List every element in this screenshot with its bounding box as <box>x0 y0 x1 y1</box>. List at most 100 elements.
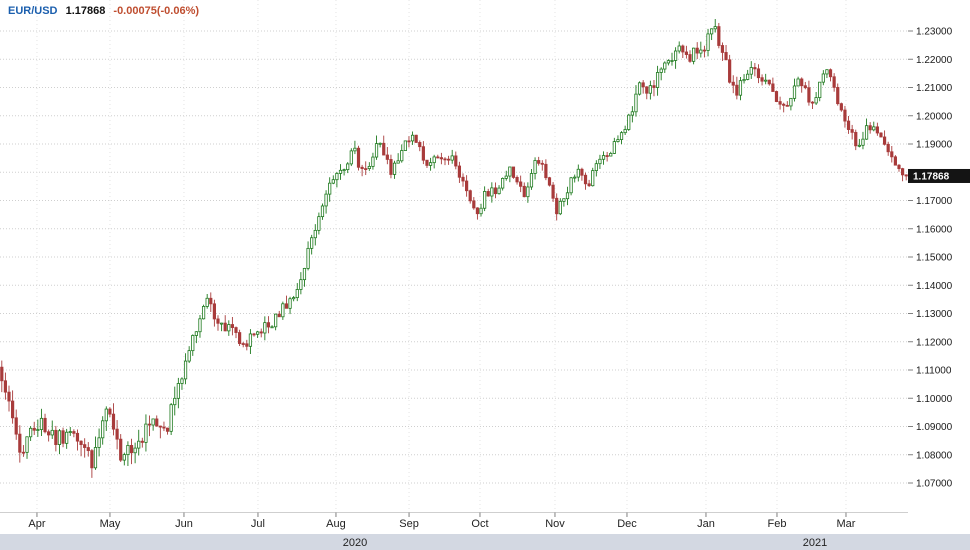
candle-body <box>515 177 519 183</box>
candle-body <box>162 426 166 429</box>
price-tag-label: 1.17868 <box>913 171 950 182</box>
candle-body <box>634 93 638 113</box>
candle-body <box>774 91 779 102</box>
candle-body <box>472 200 476 209</box>
candle-body <box>558 200 562 215</box>
month-label: Oct <box>471 518 488 530</box>
time-axis[interactable]: Apr May Jun Jul Aug Sep Oct Nov Dec Jan Feb Mar 2020… <box>0 512 970 550</box>
candle-body <box>468 190 472 202</box>
candle-body <box>857 144 861 147</box>
candle-body <box>846 120 851 130</box>
candle-body <box>720 45 725 53</box>
candle-body <box>43 417 47 433</box>
candle-body <box>655 72 660 88</box>
candle-body <box>540 162 544 165</box>
candle-body <box>115 428 119 440</box>
candle-body <box>695 47 699 54</box>
candle-body <box>36 429 40 431</box>
candle-body <box>263 322 267 334</box>
candle-body <box>792 85 797 99</box>
candle-body <box>137 440 141 449</box>
candle-body <box>673 50 678 61</box>
candle-body <box>782 103 786 106</box>
candle-body <box>475 207 480 215</box>
candle-body <box>450 155 454 161</box>
candle-body <box>245 343 249 347</box>
candle-body <box>547 177 552 186</box>
candle-body <box>147 423 152 426</box>
candle-body <box>710 28 714 35</box>
month-label: Jun <box>175 518 193 530</box>
candle-body <box>692 47 696 62</box>
candle-body <box>735 84 739 96</box>
candle-body <box>3 380 8 393</box>
candle-body <box>497 187 501 195</box>
price-tick-label: 1.21000 <box>916 83 953 94</box>
candle-body <box>652 85 656 88</box>
candle-body <box>234 327 238 333</box>
candle-body <box>457 165 462 178</box>
candle-body <box>90 450 94 469</box>
candle-body <box>61 430 65 444</box>
year-label: 2021 <box>803 537 827 549</box>
candle-body <box>681 45 685 53</box>
candle-body <box>11 400 15 419</box>
candle-body <box>349 150 353 165</box>
candle-body <box>839 103 843 111</box>
month-label: Jan <box>697 518 715 530</box>
candle-body <box>900 168 905 176</box>
candle-body <box>576 168 580 178</box>
candle-body <box>212 303 216 320</box>
candle-body <box>439 157 443 160</box>
candle-body <box>18 433 22 453</box>
candle-body <box>310 237 314 249</box>
symbol-label: EUR/USD <box>8 5 58 17</box>
candle-body <box>533 160 537 174</box>
candle-body <box>205 297 209 307</box>
candle-body <box>83 444 87 448</box>
candle-body <box>414 134 418 143</box>
candle-body <box>767 79 771 85</box>
candles-series <box>0 19 908 478</box>
candle-body <box>728 59 732 83</box>
candle-body <box>598 158 602 165</box>
candle-body <box>338 169 343 174</box>
candle-body <box>86 447 90 452</box>
price-tick-label: 1.09000 <box>916 422 953 433</box>
candle-body <box>238 332 242 344</box>
month-label: Sep <box>399 518 419 530</box>
candle-body <box>771 83 775 92</box>
candle-body <box>216 318 220 324</box>
candle-body <box>248 333 253 347</box>
candle-body <box>198 318 202 333</box>
candle-body <box>832 76 836 88</box>
candle-body <box>183 360 188 380</box>
candle-body <box>382 142 386 156</box>
candle-body <box>836 86 840 105</box>
candle-body <box>677 45 681 52</box>
candle-body <box>738 80 743 96</box>
candle-body <box>252 333 256 336</box>
candle-body <box>702 49 707 52</box>
candle-body <box>594 163 598 172</box>
candle-body <box>713 26 717 30</box>
candle-body <box>580 168 584 176</box>
candle-body <box>68 431 72 433</box>
price-tick-label: 1.08000 <box>916 450 953 461</box>
candle-body <box>803 85 807 89</box>
candle-body <box>65 431 69 444</box>
candle-body <box>623 129 627 134</box>
candle-body <box>374 143 379 158</box>
quote-bar: EUR/USD 1.17868 -0.00075(-0.06%) <box>8 5 204 17</box>
candle-body <box>302 267 307 281</box>
candle-body <box>825 69 829 75</box>
candle-body <box>886 143 890 153</box>
candle-body <box>173 397 177 406</box>
candle-body <box>684 51 689 55</box>
candle-body <box>72 431 76 434</box>
candle-body <box>601 155 606 160</box>
month-label: May <box>100 518 121 530</box>
candle-body <box>194 331 198 336</box>
candle-body <box>396 160 400 164</box>
